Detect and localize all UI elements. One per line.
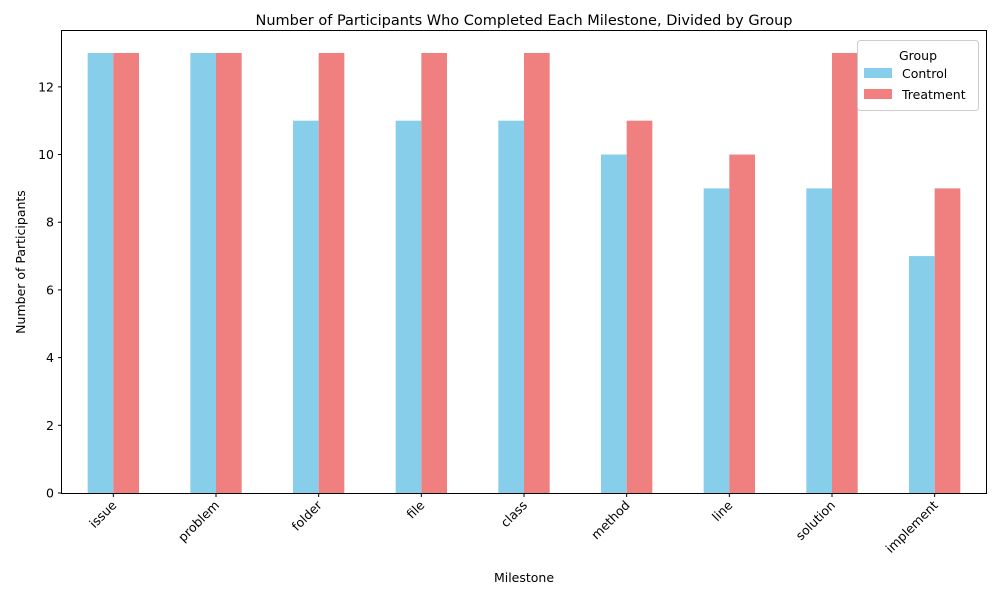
bar-treatment-line: [729, 154, 755, 494]
y-tick-label: 6: [46, 282, 54, 297]
y-tick-label: 2: [46, 418, 54, 433]
bar-treatment-method: [626, 120, 653, 493]
legend-swatch-treatment: [864, 89, 892, 99]
bar-control-issue: [87, 53, 114, 493]
bar-control-line: [703, 188, 730, 493]
bar-treatment-class: [524, 53, 550, 493]
bar-control-folder: [293, 120, 319, 493]
legend: Group Control Treatment: [857, 40, 979, 111]
x-axis-title: Milestone: [494, 570, 554, 585]
legend-title: Group: [899, 48, 937, 63]
bar-control-method: [601, 154, 627, 494]
y-axis-title: Number of Participants: [13, 190, 28, 334]
bar-treatment-folder: [318, 53, 345, 493]
y-tick-label: 4: [46, 350, 54, 365]
y-tick-label: 0: [46, 486, 54, 501]
bar-treatment-file: [421, 53, 447, 493]
y-axis: 0 2 4 6 8 10 12: [38, 79, 62, 501]
bar-control-class: [498, 120, 524, 493]
chart-title: Number of Participants Who Completed Eac…: [256, 13, 793, 29]
bar-treatment-implement: [934, 188, 961, 493]
bar-control-file: [395, 120, 422, 493]
y-tick-label: 10: [38, 147, 54, 162]
y-tick-label: 12: [38, 79, 54, 94]
bars-group: [87, 53, 961, 494]
legend-label-control: Control: [902, 66, 947, 81]
plot-frame: [61, 30, 987, 494]
bar-treatment-solution: [832, 53, 858, 493]
bar-treatment-problem: [216, 53, 242, 493]
y-tick-label: 8: [46, 215, 54, 230]
bar-control-problem: [190, 53, 216, 493]
legend-label-treatment: Treatment: [901, 87, 966, 102]
legend-swatch-control: [864, 68, 892, 78]
bar-control-implement: [909, 256, 935, 493]
bar-control-solution: [806, 188, 832, 493]
bar-treatment-issue: [113, 53, 139, 493]
